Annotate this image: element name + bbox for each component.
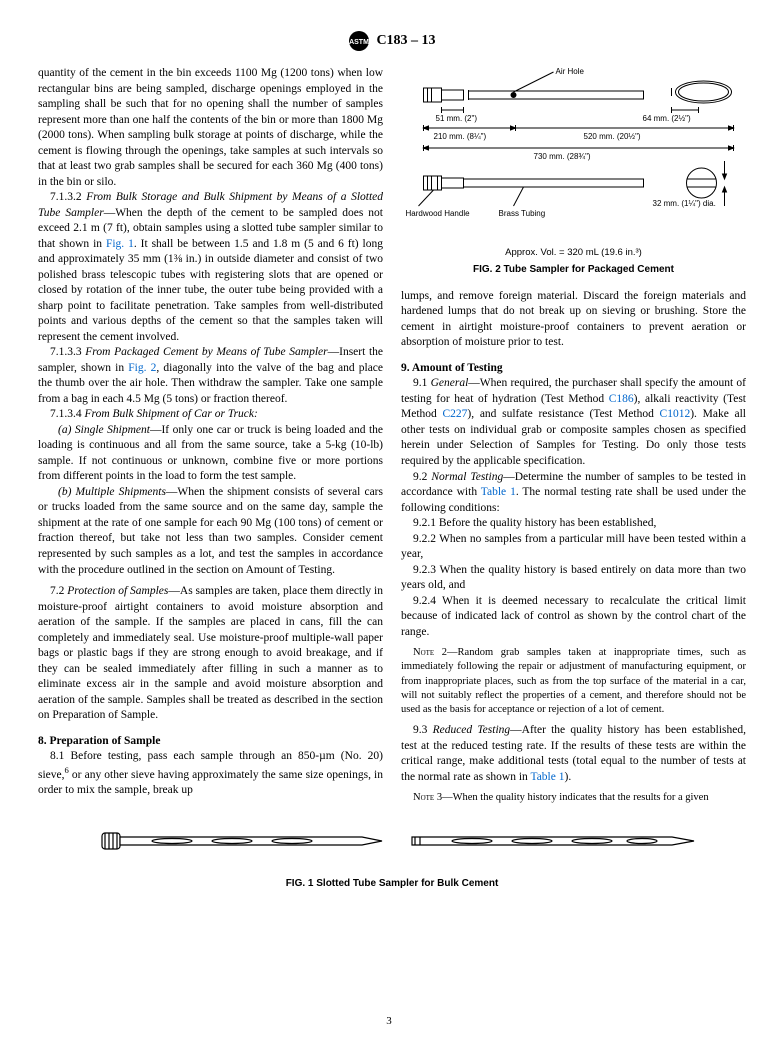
- two-column-layout: quantity of the cement in the bin exceed…: [38, 66, 746, 805]
- table-ref[interactable]: Table 1: [530, 771, 564, 783]
- page-number: 3: [386, 1014, 392, 1029]
- fig-ref[interactable]: Fig. 2: [128, 362, 156, 374]
- section-heading: 9. Amount of Testing: [401, 361, 746, 377]
- svg-text:Brass Tubing: Brass Tubing: [499, 209, 546, 218]
- std-ref[interactable]: C227: [442, 408, 467, 420]
- section-heading: 8. Preparation of Sample: [38, 734, 383, 750]
- std-ref[interactable]: C1012: [660, 408, 691, 420]
- svg-text:64 mm. (2½"): 64 mm. (2½"): [643, 114, 692, 123]
- astm-logo: ASTM: [348, 30, 370, 52]
- svg-text:730 mm. (28¾"): 730 mm. (28¾"): [534, 152, 591, 161]
- note-3: Note 3—When the quality history indicate…: [401, 791, 746, 805]
- right-column: Air Hole 51 mm. (2") 210 mm. (8¼") 520 m…: [401, 66, 746, 805]
- page-header: ASTM C183 – 13: [38, 30, 746, 52]
- fig2-caption: FIG. 2 Tube Sampler for Packaged Cement: [401, 263, 746, 277]
- fig1-caption: FIG. 1 Slotted Tube Sampler for Bulk Cem…: [38, 877, 746, 891]
- left-column: quantity of the cement in the bin exceed…: [38, 66, 383, 805]
- note-2: Note 2—Random grab samples taken at inap…: [401, 646, 746, 717]
- table-ref[interactable]: Table 1: [481, 486, 516, 498]
- slotted-tube-diagram: [82, 819, 702, 867]
- body-text: 7.2 Protection of Samples—As samples are…: [38, 584, 383, 724]
- body-text: (a) Single Shipment—If only one car or t…: [38, 423, 383, 485]
- body-text: 7.1.3.4 From Bulk Shipment of Car or Tru…: [38, 407, 383, 423]
- body-text: 9.1 General—When required, the purchaser…: [401, 376, 746, 469]
- body-text: (b) Multiple Shipments—When the shipment…: [38, 485, 383, 578]
- fig2-volume: Approx. Vol. = 320 mL (19.6 in.³): [401, 247, 746, 260]
- body-text: 9.2.4 When it is deemed necessary to rec…: [401, 594, 746, 641]
- body-text: 7.1.3.3 From Packaged Cement by Means of…: [38, 345, 383, 407]
- svg-text:ASTM: ASTM: [350, 39, 370, 46]
- fig-ref[interactable]: Fig. 1: [106, 238, 134, 250]
- body-text: 9.2.2 When no samples from a particular …: [401, 532, 746, 563]
- svg-text:Hardwood Handle: Hardwood Handle: [406, 209, 471, 218]
- svg-text:32 mm. (1¼") dia.: 32 mm. (1¼") dia.: [653, 199, 716, 208]
- body-text: 8.1 Before testing, pass each sample thr…: [38, 749, 383, 798]
- std-ref[interactable]: C186: [609, 393, 634, 405]
- figure-1: FIG. 1 Slotted Tube Sampler for Bulk Cem…: [38, 819, 746, 890]
- body-text: lumps, and remove foreign material. Disc…: [401, 289, 746, 351]
- svg-text:520 mm. (20½"): 520 mm. (20½"): [584, 132, 641, 141]
- svg-text:210 mm. (8¼"): 210 mm. (8¼"): [434, 132, 487, 141]
- figure-2: Air Hole 51 mm. (2") 210 mm. (8¼") 520 m…: [401, 66, 746, 277]
- body-text: 9.2.1 Before the quality history has bee…: [401, 516, 746, 532]
- tube-sampler-diagram: Air Hole 51 mm. (2") 210 mm. (8¼") 520 m…: [401, 66, 746, 241]
- body-text: 9.2 Normal Testing—Determine the number …: [401, 470, 746, 517]
- body-text: 9.3 Reduced Testing—After the quality hi…: [401, 723, 746, 785]
- body-text: 9.2.3 When the quality history is based …: [401, 563, 746, 594]
- svg-text:Air Hole: Air Hole: [556, 67, 585, 76]
- designation: C183 – 13: [376, 32, 435, 51]
- body-text: quantity of the cement in the bin exceed…: [38, 66, 383, 190]
- svg-text:51 mm. (2"): 51 mm. (2"): [436, 114, 478, 123]
- body-text: 7.1.3.2 From Bulk Storage and Bulk Shipm…: [38, 190, 383, 345]
